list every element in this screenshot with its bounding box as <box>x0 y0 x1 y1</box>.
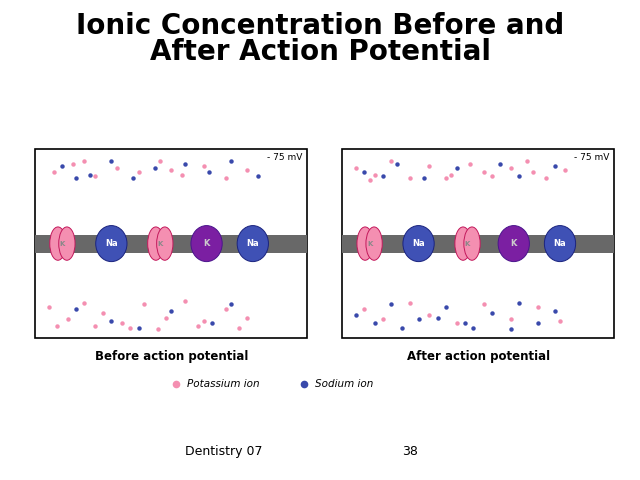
Text: After Action Potential: After Action Potential <box>150 38 490 66</box>
Text: Na: Na <box>412 239 425 248</box>
Ellipse shape <box>59 227 75 260</box>
Ellipse shape <box>357 227 373 260</box>
Text: K: K <box>60 240 65 247</box>
Ellipse shape <box>455 227 471 260</box>
Text: Potassium ion: Potassium ion <box>187 379 259 389</box>
Ellipse shape <box>96 226 127 262</box>
Bar <box>35 235 307 252</box>
Text: After action potential: After action potential <box>407 350 550 363</box>
Ellipse shape <box>464 227 480 260</box>
Bar <box>35 149 307 338</box>
Ellipse shape <box>366 227 382 260</box>
Ellipse shape <box>498 226 529 262</box>
Bar <box>342 235 614 252</box>
Text: Ionic Concentration Before and: Ionic Concentration Before and <box>76 12 564 40</box>
Text: K: K <box>511 239 517 248</box>
Text: Na: Na <box>246 239 259 248</box>
Text: Before action potential: Before action potential <box>95 350 248 363</box>
Text: K: K <box>465 240 470 247</box>
Text: Dentistry 07: Dentistry 07 <box>185 445 263 458</box>
Text: Na: Na <box>554 239 566 248</box>
Ellipse shape <box>237 226 268 262</box>
Text: K: K <box>204 239 210 248</box>
Text: Sodium ion: Sodium ion <box>315 379 373 389</box>
Text: - 75 mV: - 75 mV <box>267 153 302 162</box>
Ellipse shape <box>545 226 575 262</box>
Ellipse shape <box>157 227 173 260</box>
Ellipse shape <box>191 226 222 262</box>
Text: K: K <box>367 240 372 247</box>
Text: Na: Na <box>105 239 118 248</box>
Text: - 75 mV: - 75 mV <box>574 153 609 162</box>
Text: 38: 38 <box>402 445 417 458</box>
Ellipse shape <box>50 227 66 260</box>
Ellipse shape <box>148 227 164 260</box>
Text: K: K <box>157 240 163 247</box>
Ellipse shape <box>403 226 434 262</box>
Bar <box>342 149 614 338</box>
